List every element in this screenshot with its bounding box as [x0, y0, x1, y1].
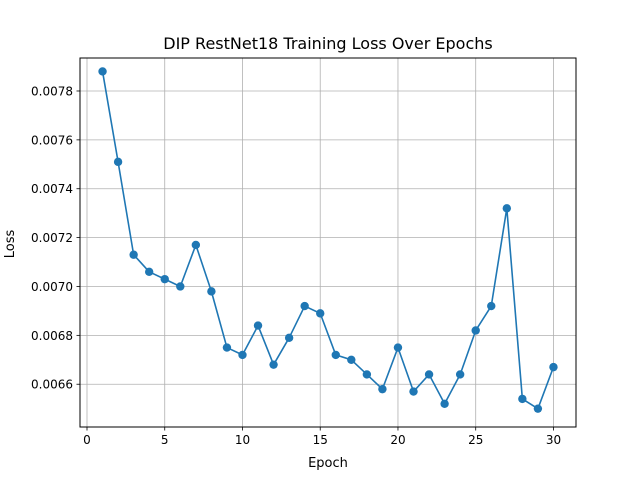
- data-point: [549, 362, 558, 372]
- data-point: [409, 387, 418, 396]
- y-tick-label: 0.0076: [31, 133, 73, 147]
- x-axis-label: Epoch: [308, 456, 348, 471]
- data-point: [284, 333, 294, 343]
- y-tick-label: 0.0078: [31, 84, 73, 98]
- data-point: [502, 204, 512, 213]
- y-axis-label: Loss: [3, 230, 18, 259]
- data-point: [316, 309, 325, 318]
- data-point: [113, 157, 123, 167]
- data-point: [238, 350, 247, 360]
- y-tick-label: 0.0066: [31, 378, 73, 392]
- y-tick-label: 0.0070: [31, 280, 73, 294]
- x-tick-label: 10: [235, 433, 250, 447]
- data-point: [440, 399, 449, 408]
- data-point: [518, 394, 527, 404]
- data-point: [300, 301, 309, 311]
- data-point: [191, 240, 201, 250]
- data-point: [455, 370, 465, 379]
- data-point: [393, 343, 403, 352]
- data-point: [487, 301, 496, 311]
- data-point: [144, 267, 154, 277]
- data-point: [269, 360, 278, 369]
- x-tick-label: 30: [546, 433, 561, 447]
- data-point: [424, 370, 434, 379]
- data-point: [176, 282, 185, 291]
- data-point: [347, 355, 356, 364]
- x-tick-label: 25: [468, 433, 483, 447]
- data-point: [331, 350, 340, 360]
- y-tick-label: 0.0068: [31, 329, 73, 343]
- y-tick-label: 0.0072: [31, 231, 73, 245]
- data-point: [129, 250, 138, 259]
- series: [98, 67, 558, 413]
- x-tick-label: 0: [83, 433, 91, 447]
- data-point: [207, 287, 216, 296]
- y-tick-label: 0.0074: [31, 182, 73, 196]
- data-point: [471, 326, 480, 335]
- data-point: [98, 67, 107, 76]
- data-point: [378, 384, 387, 394]
- data-point: [160, 274, 169, 284]
- data-point: [222, 343, 232, 352]
- plot-frame: [79, 57, 577, 428]
- data-point: [362, 370, 372, 379]
- x-tick-label: 5: [161, 433, 169, 447]
- chart-title: DIP RestNet18 Training Loss Over Epochs: [163, 34, 492, 53]
- data-point: [253, 321, 263, 330]
- x-tick-label: 20: [390, 433, 405, 447]
- grid: [80, 58, 576, 427]
- ticks: 0 5 10 15 20 25 30 0.0066 0.0068 0.0070 0.0072 0.00…: [31, 84, 561, 447]
- data-point: [533, 404, 543, 413]
- x-tick-label: 15: [313, 433, 328, 447]
